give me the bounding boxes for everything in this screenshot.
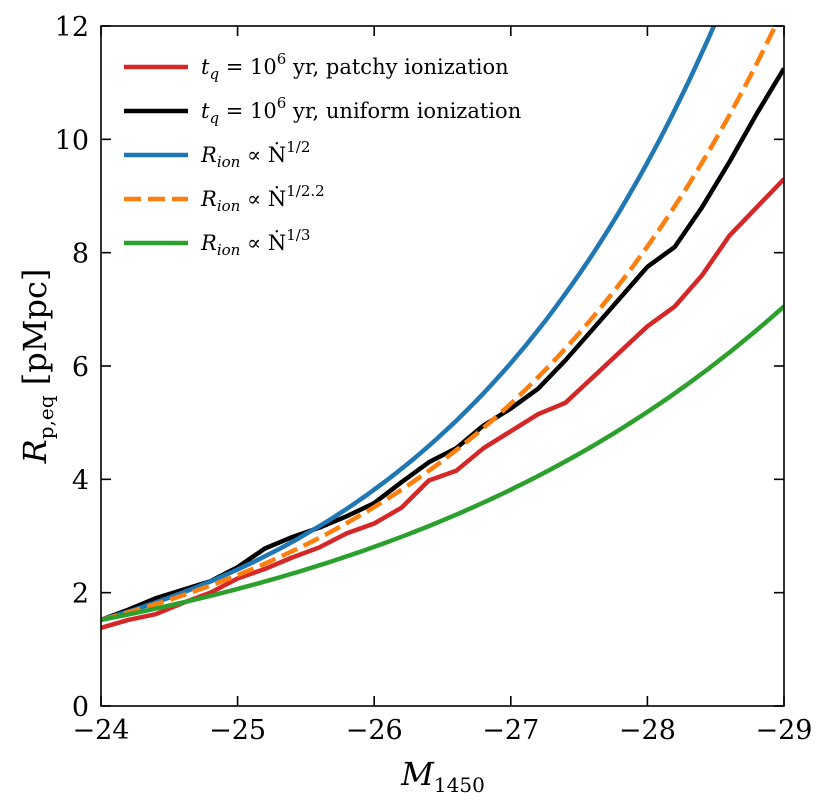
series-line-3	[101, 26, 717, 623]
legend-label-5: Rion ∝ Ṅ1/3	[200, 226, 310, 259]
x-tick-label: −28	[619, 715, 676, 746]
series-layer	[101, 26, 784, 630]
y-tick-label: 2	[72, 579, 89, 610]
x-tick-label: −29	[756, 715, 813, 746]
y-axis-title-unit: [pMpc]	[16, 269, 54, 396]
series-line-5	[101, 304, 784, 623]
x-tick-label: −25	[209, 715, 266, 746]
y-tick-label: 10	[55, 125, 89, 156]
plot-frame	[100, 25, 785, 707]
legend: tq = 106 yr, patchy ionization tq = 106 y…	[124, 50, 521, 259]
legend-label-2: tq = 106 yr, uniform ionization	[201, 94, 521, 127]
y-axis-title-sub: p,eq	[34, 395, 58, 439]
legend-label-4: Rion ∝ Ṅ1/2.2	[200, 182, 325, 215]
y-tick-label: 4	[72, 465, 89, 496]
x-tick-label: −26	[346, 715, 403, 746]
y-tick-label: 0	[72, 692, 89, 723]
axes-layer: −24 −25 −26 −27 −28 −29 0 2 4 6 8 10 12	[55, 12, 813, 746]
x-axis-title: M1450	[400, 755, 485, 797]
x-axis-title-sub: 1450	[434, 773, 485, 797]
x-tick-label: −24	[73, 715, 130, 746]
y-tick-label: 6	[72, 352, 89, 383]
y-tick-label: 12	[55, 12, 89, 43]
legend-label-1: tq = 106 yr, patchy ionization	[201, 50, 509, 83]
y-tick-label: 8	[72, 239, 89, 270]
x-tick-label: −27	[482, 715, 539, 746]
series-line-1	[101, 177, 784, 630]
y-axis-title: Rp,eq [pMpc]	[16, 269, 58, 465]
legend-label-3: Rion ∝ Ṅ1/2	[200, 138, 310, 171]
